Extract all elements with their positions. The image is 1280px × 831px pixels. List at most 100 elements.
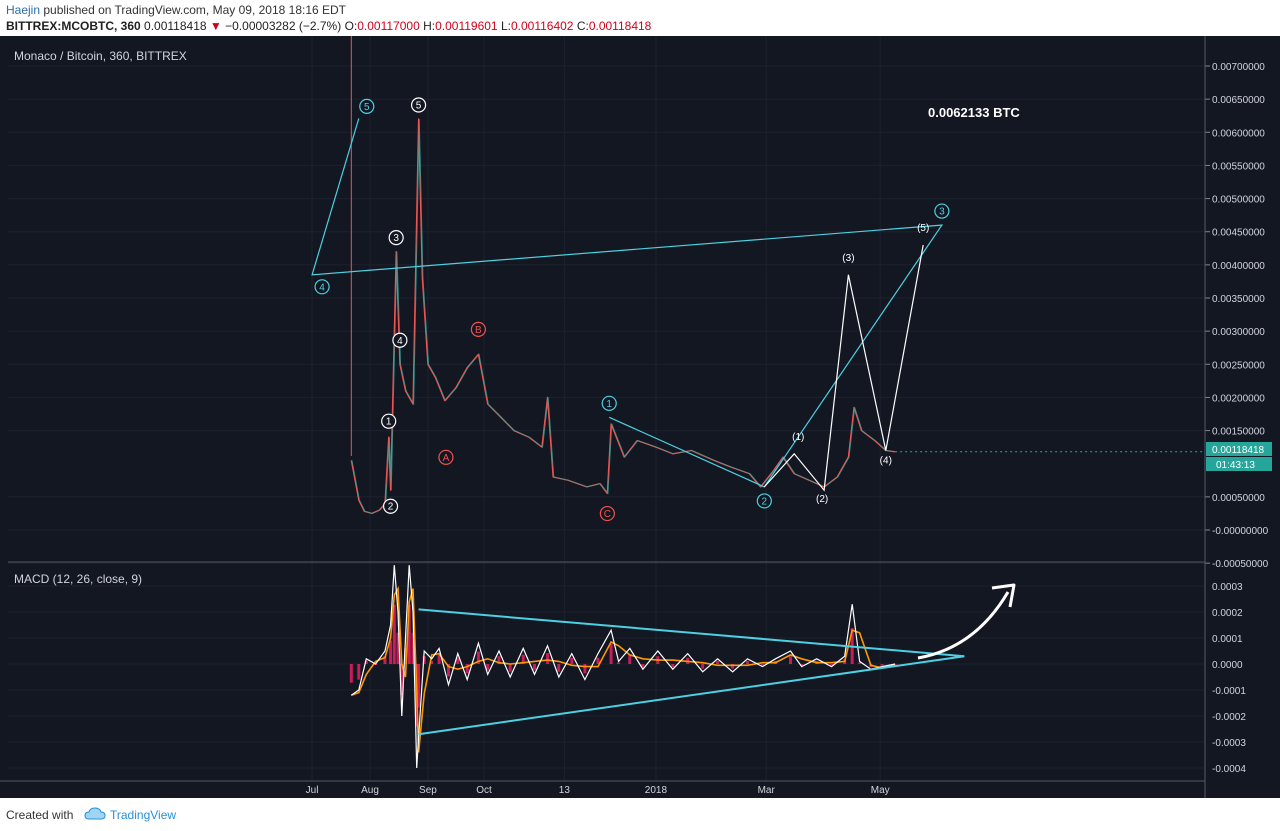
price-tick-label: 0.00300000 (1212, 327, 1265, 338)
breakout-arrow-head (991, 583, 1016, 608)
price-tick-label: 0.00650000 (1212, 95, 1265, 106)
wave-early-label-2: 2 (388, 502, 394, 513)
macd-histogram-bar (437, 654, 441, 664)
wave-correction-label-2-circle (470, 321, 486, 337)
last-price-tag (1206, 442, 1272, 456)
macd-histogram-bar (760, 664, 764, 666)
author-link[interactable]: Haejin (6, 3, 41, 17)
chart-area[interactable]: 1 2 3 4 5 (1) (2) (3) (4) (5) 1 2 3 4 5 A B C 0.00700000 0… (0, 36, 1280, 798)
macd-pane-title: MACD (12, 26, close, 9) (14, 572, 142, 586)
macd-histogram-bar (800, 664, 804, 666)
macd-histogram-bar (830, 664, 834, 666)
wave-sub-label-2: (2) (816, 494, 828, 505)
macd-histogram-bar (417, 664, 421, 708)
macd-histogram-bar (609, 643, 613, 664)
wave-correction-label-2: B (475, 325, 482, 336)
triangle-upper-line (418, 608, 965, 658)
macd-histogram-bar (396, 632, 400, 664)
tradingview-link[interactable]: TradingView (110, 808, 177, 822)
symbol-label: BITTREX:MCOBTC, 360 (6, 19, 141, 33)
target-price-label: 0.0062133 BTC (928, 105, 1020, 120)
last-price-axis-label: 0.00118418 (1212, 445, 1265, 456)
macd-histogram-bar (628, 654, 632, 664)
time-tick-label: Mar (758, 785, 776, 796)
price-tick-label: 0.00700000 (1212, 62, 1265, 73)
ohlc-line: BITTREX:MCOBTC, 360 0.00118418 ▼ −0.0000… (6, 19, 651, 33)
macd-histogram-bar (456, 657, 460, 664)
triangle-lower-line (418, 655, 965, 736)
macd-histogram-bar (701, 664, 705, 669)
chart-header: Haejin published on TradingView.com, May… (0, 0, 1280, 36)
price-tick-label: 0.00200000 (1212, 393, 1265, 404)
wave-early-label-3: 3 (393, 233, 399, 244)
wave-sub-label-1: (1) (792, 432, 804, 443)
last-price: 0.00118418 (144, 19, 207, 33)
time-tick-label: Oct (476, 785, 492, 796)
price-tick-label: 0.00050000 (1212, 493, 1265, 504)
macd-tick-label: 0.0000 (1212, 660, 1243, 671)
macd-histogram-bar (364, 660, 368, 664)
macd-histogram-bar (357, 664, 361, 680)
macd-histogram-bar (596, 657, 600, 664)
publish-line: Haejin published on TradingView.com, May… (6, 3, 346, 17)
macd-histogram-bar (497, 656, 501, 664)
macd-histogram-bar (465, 664, 469, 674)
wave-early-label-1-circle (381, 413, 397, 429)
wave-sub-label-3: (3) (842, 253, 854, 264)
macd-histogram-bar (404, 648, 408, 664)
wave-correction-label-1-circle (438, 449, 454, 465)
price-tick-label: 0.00550000 (1212, 161, 1265, 172)
macd-histogram-bar (746, 660, 750, 664)
macd-histogram-bar (731, 664, 735, 669)
macd-histogram-bar (349, 664, 353, 683)
bar-countdown-label: 01:43:13 (1216, 460, 1255, 471)
macd-histogram-bar (430, 660, 434, 664)
macd-histogram-bar (788, 656, 792, 664)
macd-histogram-bar (383, 656, 387, 664)
wave-early-label-1: 1 (386, 417, 392, 428)
macd-histogram-bar (508, 664, 512, 672)
macd-histogram-bar (486, 664, 490, 671)
wave-main-label-1: 1 (606, 399, 612, 410)
macd-histogram-bar (389, 640, 393, 664)
footer: Created with TradingView (0, 798, 1280, 831)
main-pane-title: Monaco / Bitcoin, 360, BITTREX (14, 49, 187, 63)
elliott-wave-sub-line (763, 244, 924, 492)
macd-histogram-bar (446, 664, 450, 677)
macd-histogram-bar (400, 664, 404, 696)
macd-tick-label: 0.0002 (1212, 608, 1243, 619)
macd-histogram-bar (532, 664, 536, 671)
price-change: −0.00003282 (−2.7%) (225, 19, 342, 33)
low-label: L: (500, 19, 511, 33)
price-tick-label: -0.00000000 (1212, 526, 1269, 537)
macd-tick-label: 0.0003 (1212, 582, 1243, 593)
macd-tick-label: 0.0001 (1212, 634, 1243, 645)
macd-histogram-bar (671, 664, 675, 668)
wave-early-label-3-circle (388, 230, 404, 246)
close-value: 0.00118418 (588, 19, 652, 33)
wave-early-label-4-circle (392, 332, 408, 348)
chart-svg[interactable]: 1 2 3 4 5 (1) (2) (3) (4) (5) 1 2 3 4 5 A B C 0.00700000 0… (0, 36, 1280, 798)
macd-tick-label: -0.0003 (1212, 738, 1246, 749)
high-value: 0.00119601 (435, 19, 498, 33)
wave-early-label-5: 5 (416, 101, 422, 112)
wave-main-label-1-circle (601, 395, 617, 411)
price-tick-label: -0.00050000 (1212, 559, 1269, 570)
price-tick-label: 0.00150000 (1212, 427, 1265, 438)
price-tick-label: 0.00450000 (1212, 228, 1265, 239)
publish-info: published on TradingView.com, May 09, 20… (43, 3, 347, 17)
time-tick-label: May (871, 785, 890, 796)
macd-histogram-bar (858, 662, 862, 664)
wave-main-label-5-circle (359, 98, 375, 114)
price-tick-label: 0.00500000 (1212, 195, 1265, 206)
tradingview-cloud-icon (84, 807, 106, 820)
price-tick-label: 0.00350000 (1212, 294, 1265, 305)
macd-plot (349, 565, 965, 769)
macd-histogram-bar (617, 662, 621, 664)
wave-main-label-2: 2 (762, 496, 768, 507)
macd-histogram-bar (583, 664, 587, 674)
price-tick-label: 0.00600000 (1212, 128, 1265, 139)
time-tick-label: Aug (361, 785, 379, 796)
macd-histogram-bar (411, 632, 415, 664)
breakout-arrow-shaft (917, 591, 1010, 660)
